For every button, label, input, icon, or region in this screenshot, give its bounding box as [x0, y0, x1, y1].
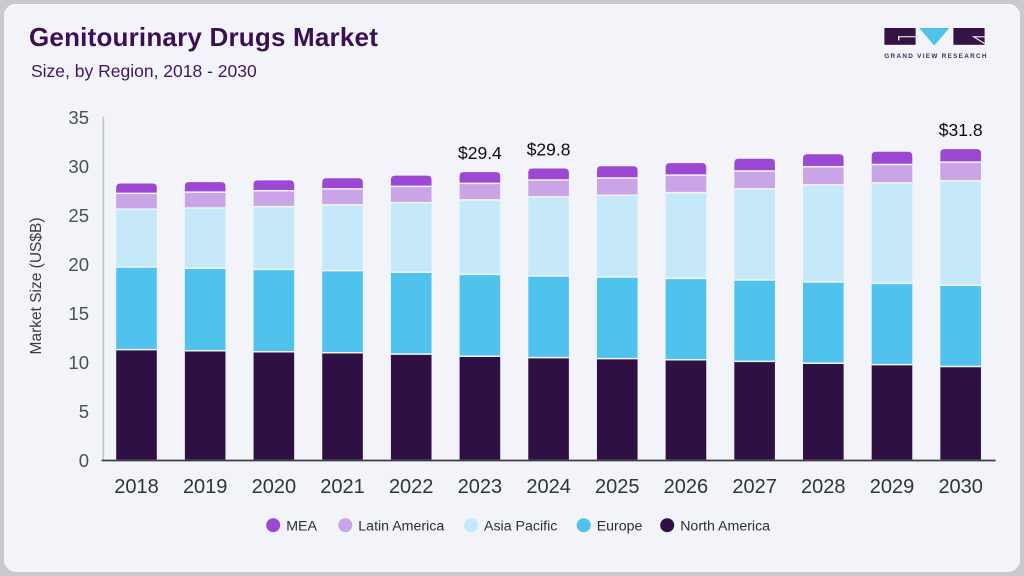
svg-text:North America: North America: [680, 518, 770, 534]
svg-text:0: 0: [79, 450, 89, 471]
svg-text:35: 35: [68, 107, 89, 128]
svg-text:30: 30: [68, 156, 89, 177]
svg-text:2027: 2027: [732, 476, 777, 498]
svg-text:2030: 2030: [938, 476, 983, 498]
svg-text:Market Size (US$B): Market Size (US$B): [28, 218, 45, 355]
svg-text:20: 20: [68, 254, 89, 275]
svg-text:$29.4: $29.4: [458, 143, 502, 163]
svg-text:$31.8: $31.8: [939, 120, 983, 140]
svg-text:2022: 2022: [389, 476, 434, 498]
svg-text:2021: 2021: [320, 476, 365, 498]
svg-text:Asia Pacific: Asia Pacific: [484, 518, 557, 534]
svg-text:2025: 2025: [595, 476, 640, 498]
svg-text:2018: 2018: [114, 476, 159, 498]
svg-text:10: 10: [68, 352, 89, 373]
svg-text:Europe: Europe: [597, 518, 643, 534]
svg-text:5: 5: [79, 401, 89, 422]
svg-text:2024: 2024: [526, 476, 571, 498]
svg-text:25: 25: [68, 205, 89, 226]
svg-text:2019: 2019: [183, 476, 228, 498]
svg-text:15: 15: [68, 303, 89, 324]
svg-text:2028: 2028: [801, 476, 846, 498]
svg-text:MEA: MEA: [286, 518, 317, 534]
svg-text:GRAND VIEW RESEARCH: GRAND VIEW RESEARCH: [884, 53, 988, 60]
svg-text:Latin America: Latin America: [358, 518, 444, 534]
svg-text:2023: 2023: [458, 476, 503, 498]
svg-text:2020: 2020: [252, 476, 297, 498]
svg-text:$29.8: $29.8: [527, 140, 571, 160]
svg-text:2029: 2029: [870, 476, 915, 498]
svg-text:2026: 2026: [664, 476, 709, 498]
